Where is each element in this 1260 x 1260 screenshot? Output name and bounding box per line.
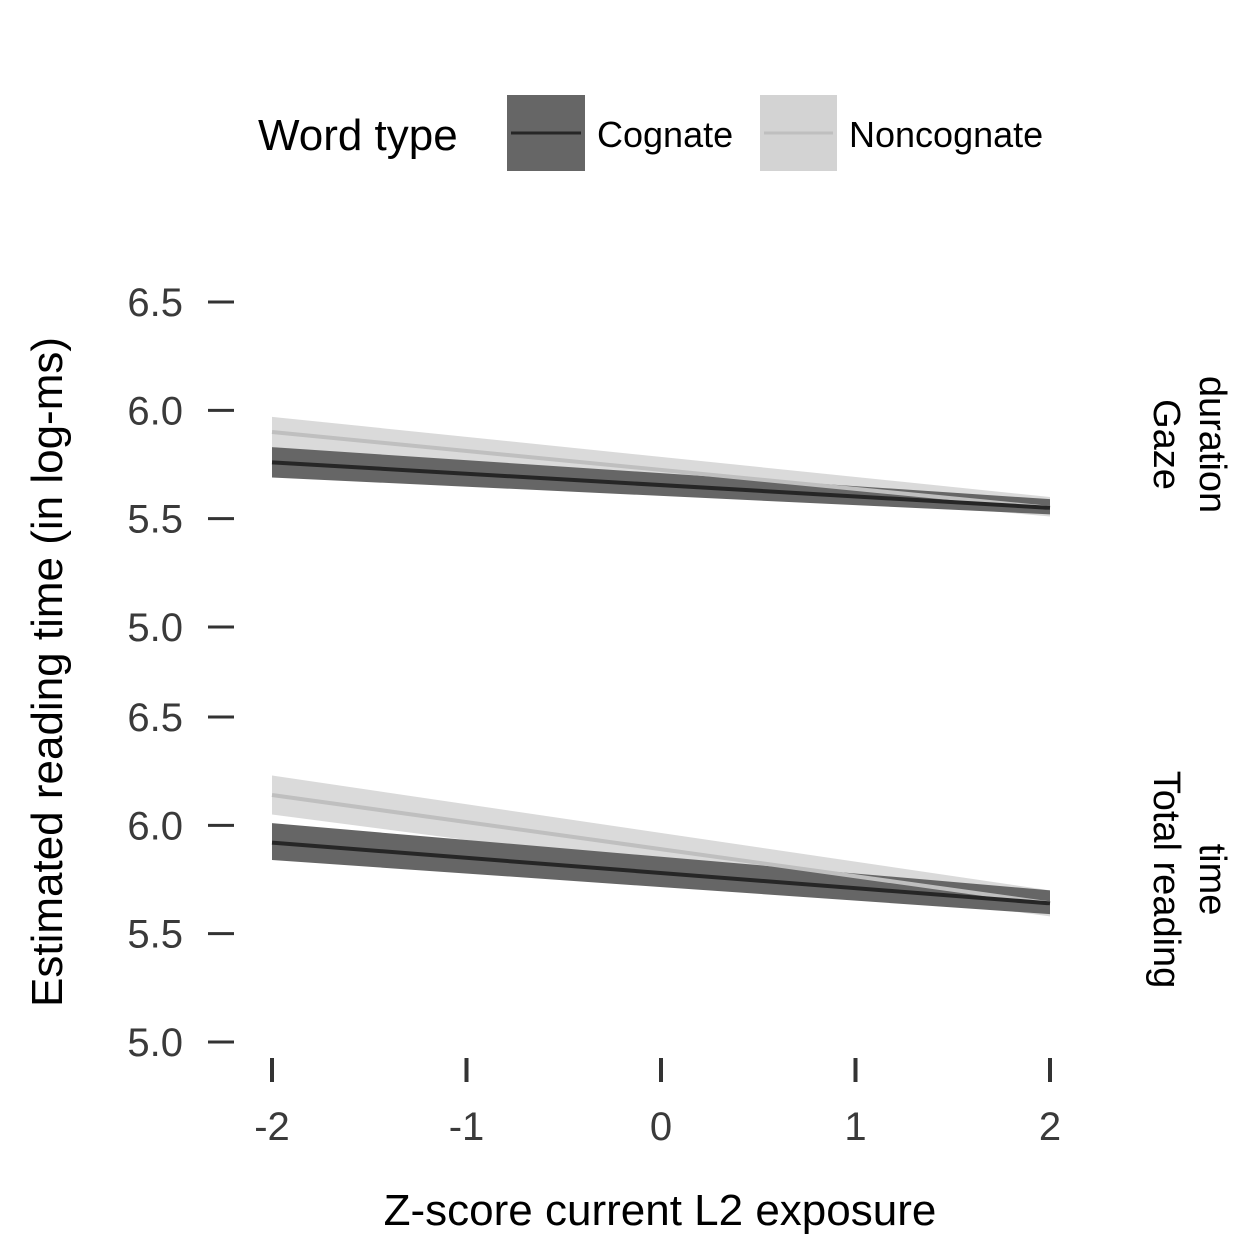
strip-label-line: time bbox=[1191, 844, 1233, 916]
legend-label-cognate: Cognate bbox=[597, 114, 733, 155]
x-tick-label: -2 bbox=[254, 1105, 290, 1149]
y-tick-label: 5.0 bbox=[127, 606, 183, 650]
y-tick-label: 6.5 bbox=[127, 281, 183, 325]
x-tick-label: 1 bbox=[844, 1105, 866, 1149]
y-tick-label: 5.5 bbox=[127, 498, 183, 542]
line-cognate bbox=[271, 840, 1051, 906]
panel-2: 5.0 5.5 6.0 6.5 Total reading time bbox=[127, 696, 1233, 1065]
x-axis: -2 -1 0 1 2 bbox=[254, 1058, 1061, 1149]
facet-panels: 5.0 5.5 6.0 6.5 Gaze duration 5.0 5.5 6.0 6.5 Tota… bbox=[127, 281, 1233, 1065]
x-axis-title: Z-score current L2 exposure bbox=[384, 1186, 937, 1235]
legend-label-noncognate: Noncognate bbox=[849, 114, 1043, 155]
x-tick-label: -1 bbox=[449, 1105, 485, 1149]
legend-title: Word type bbox=[258, 111, 458, 160]
strip-label: Gaze duration bbox=[1145, 376, 1233, 513]
x-tick-label: 0 bbox=[650, 1105, 672, 1149]
strip-label-line: Gaze bbox=[1145, 399, 1187, 490]
legend: Word type Cognate Noncognate bbox=[258, 95, 1043, 171]
y-tick-label: 6.0 bbox=[127, 389, 183, 433]
y-tick-label: 6.0 bbox=[127, 804, 183, 848]
strip-label-line: Total reading bbox=[1145, 771, 1187, 989]
y-axis-title: Estimated reading time (in log-ms) bbox=[23, 337, 72, 1007]
line-cognate bbox=[271, 460, 1051, 510]
y-tick-label: 6.5 bbox=[127, 696, 183, 740]
line-noncognate bbox=[271, 793, 1051, 906]
x-tick-label: 2 bbox=[1039, 1105, 1061, 1149]
strip-label-line: duration bbox=[1191, 376, 1233, 513]
line-noncognate bbox=[271, 430, 1051, 510]
y-tick-label: 5.5 bbox=[127, 913, 183, 957]
y-tick-label: 5.0 bbox=[127, 1021, 183, 1065]
ribbon-cognate bbox=[272, 823, 1050, 915]
panel-1: 5.0 5.5 6.0 6.5 Gaze duration bbox=[127, 281, 1233, 650]
strip-label: Total reading time bbox=[1145, 771, 1233, 989]
